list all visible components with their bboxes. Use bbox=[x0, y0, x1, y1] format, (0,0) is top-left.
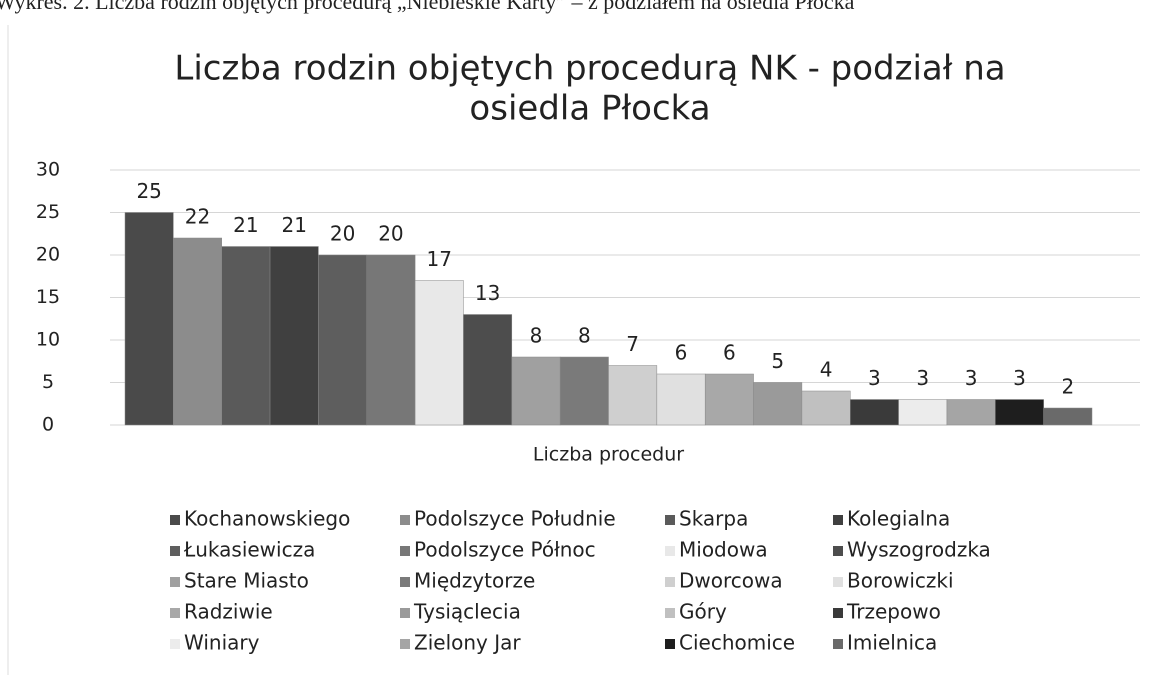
bar bbox=[511, 356, 561, 426]
legend-swatch bbox=[665, 577, 675, 587]
data-label: 6 bbox=[675, 341, 688, 365]
bar bbox=[753, 382, 803, 426]
bar bbox=[463, 314, 513, 426]
legend-label: Góry bbox=[679, 600, 727, 624]
legend-label: Podolszyce Północ bbox=[414, 538, 596, 562]
legend-label: Trzepowo bbox=[846, 600, 941, 624]
data-label: 25 bbox=[136, 179, 161, 203]
legend-label: Skarpa bbox=[679, 507, 748, 531]
bar bbox=[898, 399, 948, 426]
caption: Wykres. 2. Liczba rodzin objętych proced… bbox=[0, 0, 855, 14]
legend-swatch bbox=[665, 639, 675, 649]
bar bbox=[173, 237, 222, 426]
data-label: 20 bbox=[330, 222, 355, 246]
legend-swatch bbox=[400, 639, 410, 649]
data-label: 3 bbox=[965, 366, 978, 390]
legend-label: Winiary bbox=[184, 631, 260, 655]
legend-swatch bbox=[833, 577, 843, 587]
legend-swatch bbox=[665, 608, 675, 618]
legend-label: Dworcowa bbox=[679, 569, 783, 593]
legend-label: Wyszogrodzka bbox=[847, 538, 991, 562]
bar bbox=[995, 399, 1044, 426]
data-label: 21 bbox=[281, 213, 306, 237]
data-label: 3 bbox=[868, 366, 881, 390]
legend-swatch bbox=[170, 546, 180, 556]
legend-swatch bbox=[400, 546, 410, 556]
legend-label: Kochanowskiego bbox=[184, 507, 350, 531]
bar bbox=[221, 246, 271, 426]
bar bbox=[318, 254, 367, 426]
data-label: 22 bbox=[185, 205, 210, 229]
bar bbox=[946, 399, 996, 426]
data-label: 2 bbox=[1061, 375, 1074, 399]
bar bbox=[366, 254, 416, 426]
legend-swatch bbox=[665, 515, 675, 525]
x-tick-label: Liczba procedur bbox=[533, 444, 684, 466]
bar bbox=[608, 365, 658, 426]
legend-swatch bbox=[400, 577, 410, 587]
bar bbox=[414, 280, 464, 426]
legend-label: Tysiąclecia bbox=[413, 600, 521, 624]
legend-label: Zielony Jar bbox=[414, 631, 521, 655]
y-tick-label: 5 bbox=[42, 371, 54, 393]
bar bbox=[850, 399, 899, 426]
legend-swatch bbox=[170, 608, 180, 618]
bar bbox=[656, 373, 706, 426]
legend-label: Kolegialna bbox=[847, 507, 950, 531]
bar bbox=[559, 356, 609, 426]
legend-label: Borowiczki bbox=[847, 569, 954, 593]
data-label: 8 bbox=[578, 324, 591, 348]
y-tick-label: 30 bbox=[36, 159, 60, 181]
data-label: 6 bbox=[723, 341, 736, 365]
data-label: 7 bbox=[626, 332, 639, 356]
legend-label: Międzytorze bbox=[414, 569, 535, 593]
legend-label: Łukasiewicza bbox=[183, 538, 315, 562]
legend-label: Podolszyce Południe bbox=[414, 507, 616, 531]
legend-swatch bbox=[833, 546, 843, 556]
data-label: 5 bbox=[771, 349, 784, 373]
y-tick-label: 10 bbox=[36, 329, 60, 351]
legend-swatch bbox=[170, 639, 180, 649]
data-label: 3 bbox=[1013, 366, 1026, 390]
chart-title: Liczba rodzin objętych procedurą NK - po… bbox=[174, 49, 1005, 89]
legend-label: Stare Miasto bbox=[184, 569, 309, 593]
y-tick-label: 20 bbox=[36, 244, 60, 266]
legend-swatch bbox=[170, 577, 180, 587]
legend-label: Ciechomice bbox=[679, 631, 795, 655]
data-label: 8 bbox=[530, 324, 543, 348]
y-tick-label: 25 bbox=[36, 201, 60, 223]
legend-swatch bbox=[665, 546, 675, 556]
legend-swatch bbox=[833, 515, 843, 525]
legend-swatch bbox=[170, 515, 180, 525]
bar bbox=[1043, 407, 1093, 426]
legend-swatch bbox=[833, 608, 843, 618]
data-label: 4 bbox=[820, 358, 833, 382]
data-label: 21 bbox=[233, 213, 258, 237]
data-label: 13 bbox=[475, 281, 500, 305]
legend-label: Miodowa bbox=[679, 538, 768, 562]
bar bbox=[801, 390, 851, 426]
legend-label: Imielnica bbox=[847, 631, 937, 655]
y-tick-label: 15 bbox=[36, 286, 60, 308]
bar bbox=[704, 373, 754, 426]
data-label: 17 bbox=[427, 247, 452, 271]
legend-swatch bbox=[400, 608, 410, 618]
chart-title: osiedla Płocka bbox=[469, 89, 710, 129]
legend-label: Radziwie bbox=[184, 600, 273, 624]
y-tick-label: 0 bbox=[42, 414, 54, 436]
bar bbox=[269, 246, 319, 426]
bar bbox=[124, 212, 174, 426]
legend-swatch bbox=[400, 515, 410, 525]
data-label: 20 bbox=[378, 222, 403, 246]
legend-swatch bbox=[833, 639, 843, 649]
data-label: 3 bbox=[916, 366, 929, 390]
